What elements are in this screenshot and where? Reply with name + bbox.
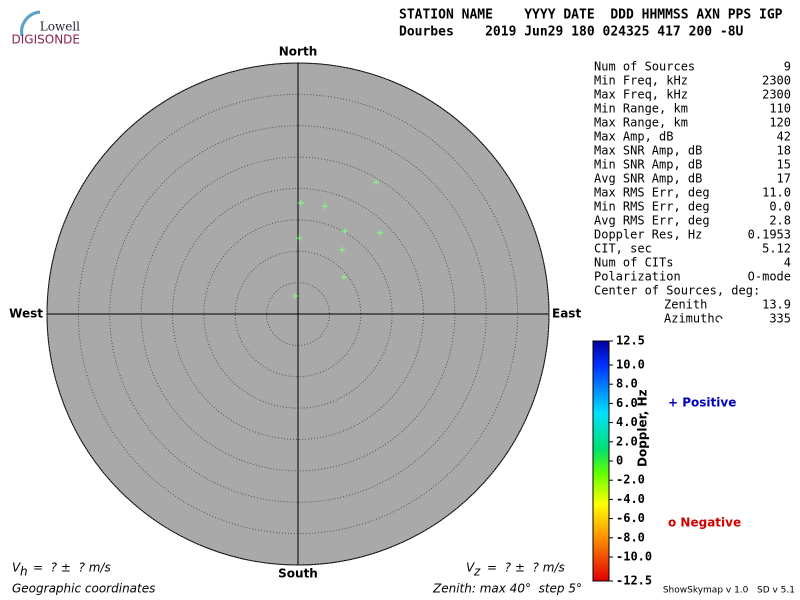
source-point: [339, 246, 346, 253]
stat-value: 11.0: [762, 186, 791, 200]
logo-arc: [20, 10, 41, 37]
center-label: Zenith: [664, 298, 707, 312]
source-point: [372, 179, 379, 186]
stat-value: 15: [777, 158, 791, 172]
stat-label: Doppler Res, Hz: [594, 228, 702, 242]
colorbar-label: -8.0: [616, 530, 645, 544]
stat-label: Max Range, km: [594, 116, 688, 130]
colorbar-label: -4.0: [616, 492, 645, 506]
header-values: Dourbes 2019 Jun29 180 024325 417 200 -8…: [399, 25, 744, 40]
colorbar-label: 0: [616, 454, 623, 468]
source-point: [297, 199, 304, 206]
stat-value: 4: [784, 256, 791, 270]
azimuth-icon: [715, 315, 723, 323]
source-point: [291, 293, 298, 300]
colorbar-label: 10.0: [616, 358, 645, 372]
stat-value: 9: [784, 60, 791, 74]
colorbar: [592, 340, 610, 582]
coords-label: Geographic coordinates: [12, 582, 155, 596]
stat-value: 120: [769, 116, 791, 130]
stat-value: 0.1953: [748, 228, 791, 242]
stat-value: 110: [769, 102, 791, 116]
center-label: Azimuth: [664, 312, 715, 326]
colorbar-label: -12.5: [616, 574, 652, 588]
stat-value: 2300: [762, 88, 791, 102]
colorbar-label: 12.5: [616, 334, 645, 348]
logo-top: Lowell: [40, 20, 80, 34]
legend-positive: + Positive: [668, 396, 736, 410]
logo-bottom: DIGISONDE: [12, 33, 80, 47]
stat-label: Num of Sources: [594, 60, 695, 74]
colorbar-label: 2.0: [616, 434, 638, 448]
stat-value: 42: [777, 130, 791, 144]
source-point: [341, 227, 348, 234]
stat-label: Max Freq, kHz: [594, 88, 688, 102]
stat-value: 18: [777, 144, 791, 158]
stat-label: Min RMS Err, deg: [594, 200, 710, 214]
dir-west: West: [9, 307, 43, 321]
stat-value: 2300: [762, 74, 791, 88]
vh-text: = ? ± ? m/s: [33, 561, 111, 575]
stat-label: Max SNR Amp, dB: [594, 144, 702, 158]
stat-value: 0.0: [769, 200, 791, 214]
vz-text: = ? ± ? m/s: [487, 561, 565, 575]
stat-label: Max RMS Err, deg: [594, 186, 710, 200]
vh-sub: h: [20, 565, 28, 579]
source-point: [377, 229, 384, 236]
zenith-label: Zenith: max 40° step 5°: [432, 582, 582, 596]
stat-value: O-mode: [748, 270, 791, 284]
stat-value: 5.12: [762, 242, 791, 256]
stat-label: Max Amp, dB: [594, 130, 673, 144]
vz-symbol: V: [466, 561, 475, 575]
colorbar-label: -10.0: [616, 550, 652, 564]
colorbar-label: 6.0: [616, 396, 638, 410]
center-title: Center of Sources, deg:: [594, 284, 760, 298]
stat-label: Avg SNR Amp, dB: [594, 172, 702, 186]
legend-negative: o Negative: [668, 516, 741, 530]
stat-label: Min SNR Amp, dB: [594, 158, 702, 172]
center-value: 13.9: [762, 298, 791, 312]
source-point: [340, 274, 347, 281]
stat-label: Min Freq, kHz: [594, 74, 688, 88]
colorbar-label: -2.0: [616, 473, 645, 487]
vh-symbol: V: [12, 561, 21, 575]
stat-label: Num of CITs: [594, 256, 673, 270]
stat-value: 17: [777, 172, 791, 186]
stat-value: 2.8: [769, 214, 791, 228]
source-point: [321, 203, 328, 210]
colorbar-label: 8.0: [616, 377, 638, 391]
version-label: ShowSkymap v 1.0 SD v 5.1: [663, 586, 795, 596]
dir-north: North: [279, 45, 317, 59]
stat-label: Min Range, km: [594, 102, 688, 116]
colorbar-label: -6.0: [616, 511, 645, 525]
vz-sub: z: [473, 565, 481, 579]
header-labels: STATION NAME YYYY DATE DDD HHMMSS AXN PP…: [399, 8, 783, 23]
source-point: [296, 235, 303, 242]
dir-south: South: [278, 567, 318, 581]
stat-label: Avg RMS Err, deg: [594, 214, 710, 228]
colorbar-title: Doppler, Hz: [636, 389, 650, 467]
stat-label: Polarization: [594, 270, 681, 284]
dir-east: East: [552, 307, 581, 321]
stat-label: CIT, sec: [594, 242, 652, 256]
center-value: 335: [769, 312, 791, 326]
colorbar-label: 4.0: [616, 415, 638, 429]
